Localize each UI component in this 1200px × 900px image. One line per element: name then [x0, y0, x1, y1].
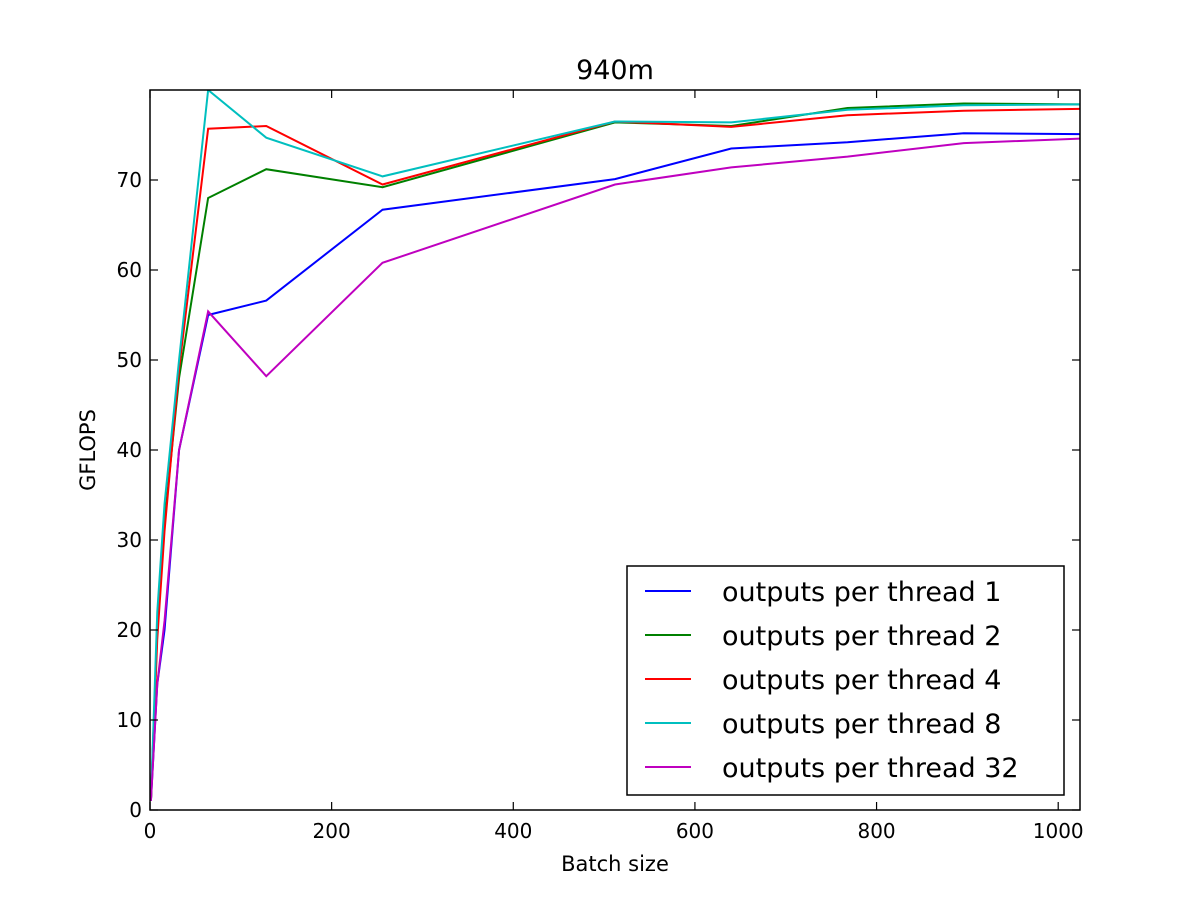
x-tick-label-800: 800 — [857, 819, 895, 843]
y-tick-label-30: 30 — [117, 528, 142, 552]
x-tick-label-600: 600 — [676, 819, 714, 843]
series-group — [150, 90, 1080, 802]
x-tick-label-400: 400 — [494, 819, 532, 843]
legend-label-1: outputs per thread 1 — [722, 577, 1001, 608]
x-tick-label-0: 0 — [144, 819, 157, 843]
series-line-3 — [150, 107, 1080, 802]
y-tick-label-50: 50 — [117, 348, 142, 372]
legend-box — [626, 565, 1065, 796]
legend-label-3: outputs per thread 4 — [722, 665, 1001, 696]
y-tick-label-10: 10 — [117, 708, 142, 732]
series-line-4 — [150, 90, 1080, 802]
legend-label-2: outputs per thread 2 — [722, 621, 1001, 652]
chart-title: 940m — [576, 55, 654, 86]
y-tick-label-70: 70 — [117, 168, 142, 192]
y-tick-label-20: 20 — [117, 618, 142, 642]
x-tick-label-200: 200 — [313, 819, 351, 843]
y-tick-label-40: 40 — [117, 438, 142, 462]
x-axis-label: Batch size — [561, 852, 669, 876]
y-tick-label-60: 60 — [117, 258, 142, 282]
legend-label-5: outputs per thread 32 — [722, 753, 1019, 784]
legend: outputs per thread 1 outputs per thread 2… — [626, 565, 1065, 796]
legend-label-4: outputs per thread 8 — [722, 709, 1001, 740]
y-tick-label-0: 0 — [129, 798, 142, 822]
y-axis-label: GFLOPS — [76, 409, 100, 491]
x-tick-label-1000: 1000 — [1033, 819, 1084, 843]
series-line-5 — [150, 137, 1080, 802]
plot-area: 0 200 400 600 800 1000 0 10 20 30 40 50 60 70 — [117, 89, 1084, 843]
